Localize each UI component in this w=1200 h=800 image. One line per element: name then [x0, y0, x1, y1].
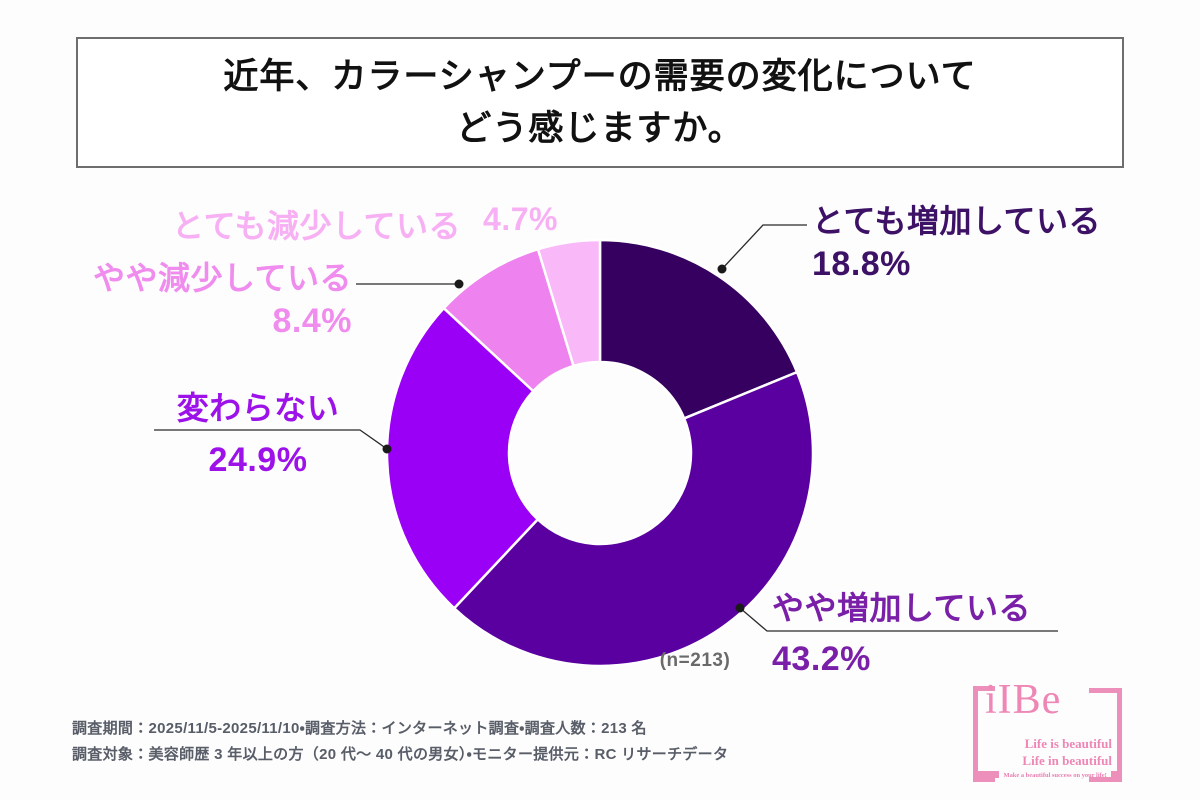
leader-line-unchanged	[154, 429, 388, 450]
survey-footer: 調査期間：2025/11/5-2025/11/10・調査方法：インターネット調査…	[72, 716, 728, 768]
leader-dot-unchanged	[382, 444, 392, 454]
callout-increase-strong-label: とても増加している	[812, 203, 1101, 239]
callout-unchanged-label: 変わらない	[176, 390, 340, 426]
leader-dot-decrease-slight	[454, 279, 464, 289]
logo-wordmark: iIBe	[985, 677, 1062, 723]
logo-tagline-3: Make a beautiful success on your life!	[1003, 770, 1107, 779]
leader-dot-increase-strong	[717, 264, 727, 274]
survey-footer-line2: 調査対象：美容師歴 3 年以上の方（20 代〜 40 代の男女）・モニター提供元…	[72, 746, 729, 763]
logo-bracket-left-icon	[973, 686, 995, 782]
callout-increase-strong: とても増加している 18.8%	[812, 200, 1101, 286]
logo-bar-block-left	[978, 771, 999, 778]
sample-size-note: (n=213)	[659, 650, 731, 671]
logo-tagline-2: Life in beautiful	[1022, 753, 1112, 768]
donut-slice-2	[385, 306, 539, 610]
leader-line-increase-strong	[721, 224, 807, 270]
callout-decrease-slight: やや減少している 8.4%	[60, 257, 352, 343]
callout-decrease-strong-label: とても減少している	[172, 208, 462, 244]
callout-increase-strong-pct: 18.8%	[812, 245, 911, 283]
logo-tagline-1: Life is beautiful	[1024, 736, 1112, 751]
callout-decrease-slight-pct: 8.4%	[272, 302, 352, 340]
callout-increase-slight: やや増加している 43.2%	[772, 583, 1031, 685]
callout-unchanged: 変わらない 24.9%	[148, 382, 368, 486]
callout-increase-slight-pct: 43.2%	[772, 640, 871, 678]
callout-decrease-slight-label: やや減少している	[92, 260, 352, 296]
leader-line-increase-slight	[739, 607, 1058, 632]
callout-decrease-strong-pct: 4.7%	[483, 201, 558, 237]
donut-slice-1	[452, 370, 815, 668]
donut-slice-4	[536, 238, 602, 368]
leader-lines	[154, 224, 1058, 632]
logo-bracket-right-icon	[1089, 688, 1122, 782]
page-title-line1: 近年、カラーシャンプーの需要の変化について	[223, 56, 977, 96]
logo-tagline-bar: Make a beautiful success on your life!	[978, 770, 1118, 779]
callout-decrease-strong: とても減少している 4.7%	[140, 201, 590, 247]
leader-dot-increase-slight	[735, 603, 745, 613]
callout-unchanged-pct: 24.9%	[208, 441, 308, 479]
page-title-line2: どう感じますか。	[456, 108, 744, 148]
donut-slice-0	[598, 238, 799, 420]
donut-slices	[385, 238, 815, 668]
callout-increase-slight-label: やや増加している	[772, 590, 1032, 626]
brand-logo: iIBe Life is beautiful Life in beautiful…	[960, 677, 1132, 784]
logo-bar-block-right	[1111, 771, 1118, 778]
leader-dots	[382, 264, 745, 613]
title-box: 近年、カラーシャンプーの需要の変化について どう感じますか。	[76, 37, 1124, 168]
survey-footer-line1: 調査期間：2025/11/5-2025/11/10・調査方法：インターネット調査…	[72, 720, 647, 737]
